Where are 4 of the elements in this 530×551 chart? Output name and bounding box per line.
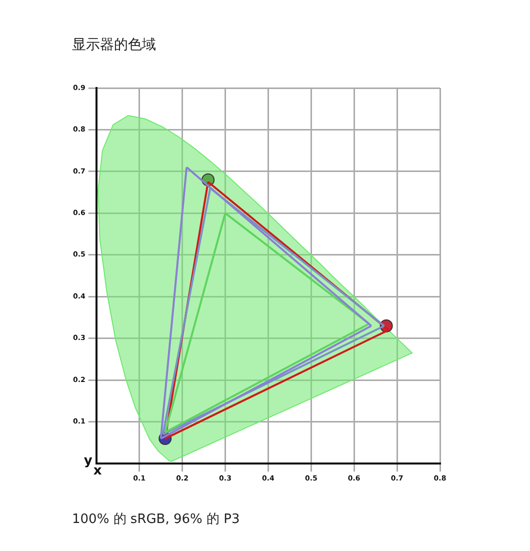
y-axis-title: y <box>84 453 93 468</box>
text: 100% 的 sRGB, 96% 的 P3 <box>72 511 240 528</box>
x-axis-title: x <box>93 463 102 478</box>
chart-title: 显示器的色域 <box>72 36 156 54</box>
